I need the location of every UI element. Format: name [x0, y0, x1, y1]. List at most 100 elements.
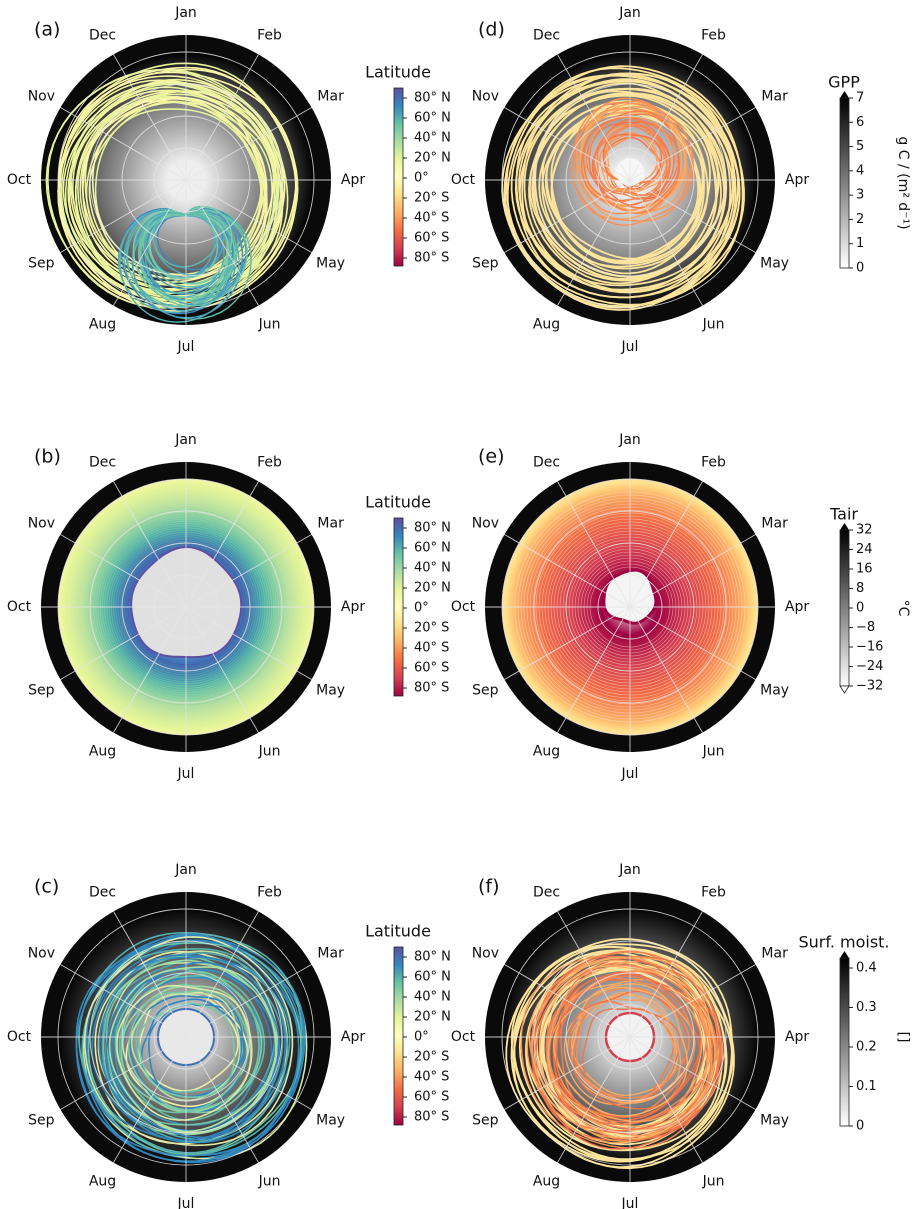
month-label-nov: Nov — [472, 89, 499, 105]
grid-circle — [565, 542, 695, 672]
grid-circle — [121, 542, 251, 672]
grid-spoke — [557, 606, 631, 733]
grid-spoke — [113, 54, 187, 181]
month-label-aug: Aug — [89, 744, 116, 760]
grid-spoke — [185, 534, 312, 608]
colorbar-tick-label: −16 — [856, 640, 883, 655]
grid-spoke — [60, 534, 187, 608]
grid-spoke — [185, 107, 312, 181]
colorbar-tick-label: 20° N — [414, 1010, 451, 1025]
grid-spoke — [185, 481, 259, 608]
month-label-jul: Jul — [621, 339, 639, 355]
month-label-nov: Nov — [28, 946, 55, 962]
colorbar-tick-label: 5 — [856, 139, 864, 154]
panel-letter: (a) — [34, 19, 60, 41]
month-label-mar: Mar — [761, 946, 788, 962]
month-label-jul: Jul — [177, 1196, 195, 1209]
grid-spoke — [629, 107, 756, 181]
month-label-jan: Jan — [618, 432, 641, 448]
colorbar-tick-label: 20° N — [414, 581, 451, 596]
colorbar-tick-label: 0.3 — [856, 1000, 877, 1015]
colorbar-tick-label: 0 — [856, 601, 864, 616]
colorbar-gradient — [393, 517, 404, 697]
grid-circle — [89, 510, 283, 704]
colorbar-tick-label: 2 — [856, 212, 864, 227]
grid-spoke — [504, 1036, 631, 1110]
grid-spoke — [185, 964, 312, 1038]
colorbar-title: GPP — [828, 73, 860, 92]
colorbar-tick-label: 0.1 — [856, 1079, 877, 1094]
colorbar-gradient — [839, 529, 850, 687]
grid-circle — [57, 908, 315, 1166]
colorbar-gradient — [393, 946, 404, 1126]
grid-spoke — [629, 606, 703, 733]
grid-circle — [597, 147, 663, 213]
month-label-jul: Jul — [177, 766, 195, 782]
colorbar-tick-label: 60° N — [414, 541, 451, 556]
polar-grid — [485, 462, 775, 752]
colorbar-tick-label: 20° N — [414, 151, 451, 166]
colorbar-tick-label: 7 — [856, 91, 864, 106]
polar-grid — [485, 35, 775, 325]
month-label-aug: Aug — [89, 317, 116, 333]
grid-spoke — [185, 179, 259, 306]
colorbar-extend-top — [840, 91, 849, 98]
month-label-mar: Mar — [317, 89, 344, 105]
month-label-apr: Apr — [341, 1029, 365, 1045]
month-label-aug: Aug — [89, 1174, 116, 1190]
colorbar-tick-label: 80° S — [414, 1110, 449, 1125]
month-label-dec: Dec — [533, 454, 560, 470]
colorbar-gradient — [839, 97, 850, 269]
colorbar-latitude: Latitude 80° N 60° N 40° N 20° N 0° 20° S 40° S… — [365, 63, 451, 267]
month-label-jul: Jul — [177, 339, 195, 355]
colorbar-extend-top — [840, 951, 849, 958]
month-label-jun: Jun — [702, 317, 725, 333]
colorbar-tick-label: 80° N — [414, 91, 451, 106]
colorbar-tick-label: 32 — [856, 523, 873, 538]
colorbar-tick-label: 40° S — [414, 1070, 449, 1085]
colorbar-tick-label: 60° N — [414, 970, 451, 985]
month-label-sep: Sep — [28, 256, 55, 272]
grid-circle — [57, 478, 315, 736]
grid-circle — [501, 908, 759, 1166]
month-label-mar: Mar — [761, 89, 788, 105]
grid-spoke — [504, 606, 631, 680]
colorbar-moist: Surf. moist. 0.4 0.3 0.2 0.1 0 [] — [798, 933, 911, 1134]
month-label-aug: Aug — [533, 1174, 560, 1190]
grid-spoke — [504, 964, 631, 1038]
grid-circle — [153, 147, 219, 213]
month-label-jan: Jan — [174, 432, 197, 448]
grid-circle — [121, 972, 251, 1102]
month-label-jan: Jan — [618, 862, 641, 878]
grid-circle — [597, 1004, 663, 1070]
grid-spoke — [185, 911, 259, 1038]
colorbar-tick-label: 0.4 — [856, 961, 877, 976]
colorbar-latitude: Latitude 80° N 60° N 40° N 20° N 0° 20° S 40° S… — [365, 922, 451, 1126]
month-label-apr: Apr — [785, 1029, 809, 1045]
month-label-may: May — [760, 1113, 789, 1129]
month-label-may: May — [316, 1113, 345, 1129]
panel-letter: (e) — [478, 446, 505, 468]
month-label-oct: Oct — [7, 172, 32, 188]
colorbar-tick-label: 60° N — [414, 111, 451, 126]
month-label-may: May — [760, 256, 789, 272]
grid-spoke — [60, 107, 187, 181]
polar-grid — [485, 892, 775, 1182]
month-label-jul: Jul — [621, 1196, 639, 1209]
grid-circle — [533, 510, 727, 704]
month-label-feb: Feb — [701, 27, 726, 43]
month-label-oct: Oct — [451, 1029, 476, 1045]
colorbar-tick-label: 16 — [856, 562, 873, 577]
grid-spoke — [629, 606, 756, 680]
grid-spoke — [185, 179, 312, 253]
polar-panel-e: Jan Feb Mar Apr May Jun Jul Aug Sep Oct Nov Dec (e) — [451, 432, 809, 782]
grid-spoke — [629, 179, 756, 253]
colorbar-latitude: Latitude 80° N 60° N 40° N 20° N 0° 20° S 40° S… — [365, 493, 451, 697]
colorbar-extend-top — [840, 523, 849, 530]
grid-circle — [153, 574, 219, 640]
month-label-apr: Apr — [341, 172, 365, 188]
grid-spoke — [557, 481, 631, 608]
polar-grid — [41, 35, 331, 325]
